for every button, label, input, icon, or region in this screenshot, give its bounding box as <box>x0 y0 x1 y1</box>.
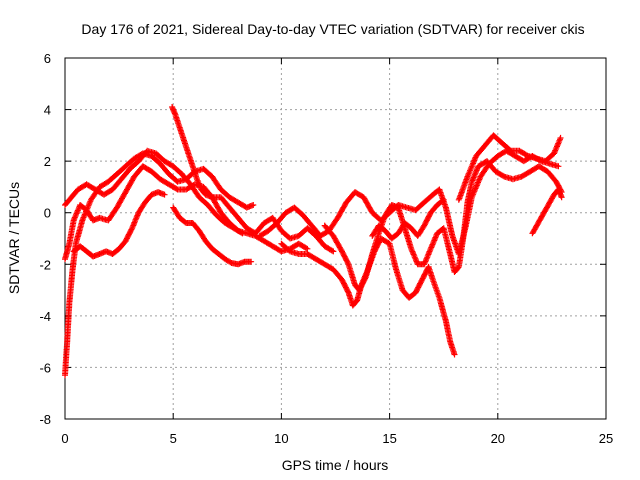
y-tick-label: -8 <box>39 412 51 427</box>
chart-title: Day 176 of 2021, Sidereal Day-to-day VTE… <box>81 21 584 37</box>
y-tick-label: 6 <box>44 51 51 66</box>
y-tick-label: -4 <box>39 309 51 324</box>
series-track-i <box>322 158 565 293</box>
x-tick-label: 10 <box>274 431 288 446</box>
y-tick-label: 4 <box>44 103 51 118</box>
x-tick-label: 25 <box>599 431 613 446</box>
x-tick-label: 0 <box>61 431 68 446</box>
x-tick-label: 20 <box>491 431 505 446</box>
y-axis-label: SDTVAR / TECUs <box>6 182 22 294</box>
x-axis-label: GPS time / hours <box>282 457 389 473</box>
data-point <box>555 163 561 169</box>
y-tick-label: -2 <box>39 257 51 272</box>
y-tick-label: 0 <box>44 206 51 221</box>
chart: Day 176 of 2021, Sidereal Day-to-day VTE… <box>0 0 640 480</box>
y-tick-label: 2 <box>44 154 51 169</box>
x-tick-label: 15 <box>382 431 396 446</box>
series-track-k <box>529 187 564 237</box>
series-track-d <box>169 104 336 254</box>
data-point <box>452 352 458 358</box>
series-track-e <box>170 205 254 268</box>
data-marks <box>62 104 565 378</box>
x-tick-label: 5 <box>170 431 177 446</box>
y-tick-label: -6 <box>39 360 51 375</box>
